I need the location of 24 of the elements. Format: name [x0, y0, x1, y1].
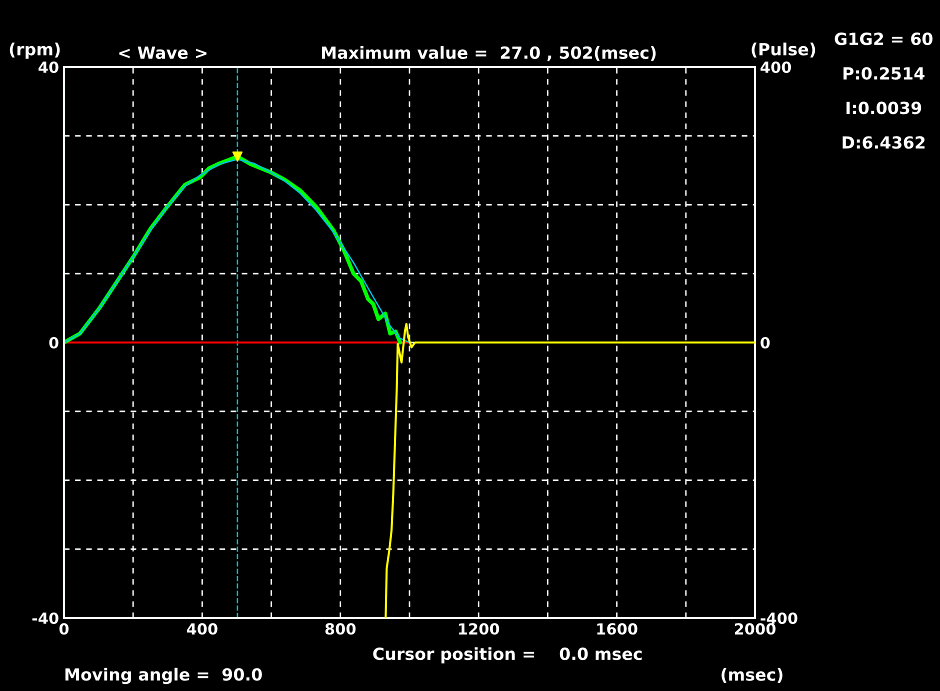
x-tick-label: 1200: [459, 623, 500, 635]
y-axis-title: (rpm): [10, 42, 60, 59]
x-tick-label: 800: [325, 623, 356, 635]
y-tick-label: 0: [49, 336, 58, 349]
x-tick-label: 0: [59, 623, 69, 635]
y2-tick-label: 400: [760, 61, 792, 74]
text: I:0.0039: [846, 102, 922, 114]
line-series: [384, 322, 755, 618]
y2-tick-label: 0: [760, 336, 770, 349]
y-tick-label: 40: [38, 61, 58, 74]
chart-title: < Wave >: [119, 46, 206, 59]
y2-tick-label: -400: [760, 612, 798, 624]
text: G1G2 = 60: [834, 32, 932, 46]
chart-subtitle: Maximum value = 27.0 , 502(msec): [322, 46, 656, 62]
x-tick-label: 400: [186, 623, 218, 635]
text: Cursor position = 0.0 msec: [373, 647, 642, 664]
x-axis-title: (msec): [722, 668, 782, 683]
text: D:6.4362: [842, 136, 925, 149]
x-tick-label: 2000: [734, 623, 776, 635]
x-tick-label: 1600: [597, 623, 638, 635]
y2-axis-title: (Pulse): [752, 42, 816, 58]
y-tick-label: -40: [32, 612, 58, 624]
text: Moving angle = 90.0: [65, 668, 262, 684]
text: P:0.2514: [844, 67, 924, 80]
